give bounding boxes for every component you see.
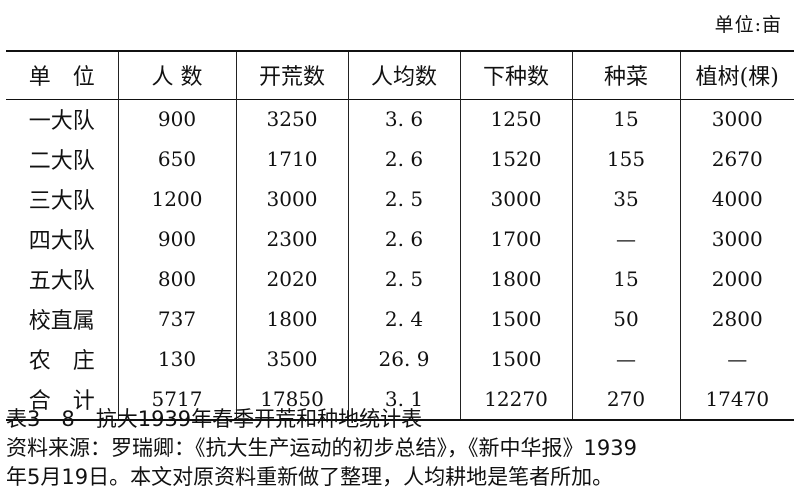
cell-vegetables: — xyxy=(571,219,680,260)
cell-unit: 四大队 xyxy=(28,229,95,255)
cell-reclaimed: 17850 xyxy=(235,378,348,420)
cell-per-capita: 2. 5 xyxy=(347,179,460,220)
source-note-line-2: 年5月19日。本文对原资料重新做了整理，人均耕地是笔者所加。 xyxy=(6,465,614,489)
cell-trees: — xyxy=(679,338,794,379)
cell-trees: 2800 xyxy=(679,298,794,339)
table-body: 一大队 900 3250 3. 6 1250 15 3000 二大队 650 1710 2. 6 15… xyxy=(6,99,794,420)
cell-trees: 2000 xyxy=(679,259,794,299)
cell-sown: 1500 xyxy=(459,338,572,379)
cell-sown: 1700 xyxy=(459,219,572,260)
table-row: 校直属 737 1800 2. 4 1500 50 2800 xyxy=(6,298,794,339)
table-row: 二大队 650 1710 2. 6 1520 155 2670 xyxy=(6,139,794,180)
header-unit: 单 位 xyxy=(28,65,95,91)
cell-unit: 校直属 xyxy=(28,308,95,334)
source-note-line-1: 资料来源：罗瑞卿：《抗大生产运动的初步总结》，《新中华报》1939 xyxy=(6,436,637,460)
cell-reclaimed: 2300 xyxy=(235,219,348,260)
cell-per-capita: 2. 4 xyxy=(347,298,460,339)
cell-reclaimed: 3250 xyxy=(235,99,348,140)
header-row: 单 位 人 数 开荒数 人均数 下种数 种菜 植树(棵) xyxy=(6,51,794,99)
cell-unit: 五大队 xyxy=(28,269,95,294)
cell-vegetables: 270 xyxy=(571,378,680,420)
header-sown: 下种数 xyxy=(459,51,572,99)
cell-population: 650 xyxy=(117,139,236,180)
cell-reclaimed: 1800 xyxy=(235,298,348,339)
cell-vegetables: 15 xyxy=(571,259,680,299)
cell-trees: 3000 xyxy=(679,219,794,260)
cell-reclaimed: 3000 xyxy=(235,179,348,220)
table-title: 表3—8 抗大1939年春季开荒和种地统计表 xyxy=(6,407,423,431)
cell-vegetables: — xyxy=(571,338,680,379)
table-row: 农 庄 130 3500 26. 9 1500— — xyxy=(6,338,794,379)
cell-per-capita: 3. 1 xyxy=(347,378,460,420)
table-header: 单 位 人 数 开荒数 人均数 下种数 种菜 植树(棵) xyxy=(6,51,794,99)
cell-sown: 3000 xyxy=(459,179,572,220)
cell-population: 1200 xyxy=(117,179,236,220)
cell-population: 130 xyxy=(117,338,236,379)
header-population: 人 数 xyxy=(117,51,236,99)
cell-trees: 17470 xyxy=(679,378,794,420)
cell-population: 800 xyxy=(117,259,236,299)
table-row: 五大队 800 2020 2. 5 1800 15 2000 xyxy=(6,259,794,299)
statistics-table-container: 单 位 人 数 开荒数 人均数 下种数 种菜 植树(棵) 一大队 900 3250 3… xyxy=(6,50,794,421)
cell-sown: 1500 xyxy=(459,298,572,339)
statistics-table: 单 位 人 数 开荒数 人均数 下种数 种菜 植树(棵) 一大队 900 3250 3… xyxy=(6,50,794,421)
table-row: 一大队 900 3250 3. 6 1250 15 3000 xyxy=(6,99,794,140)
cell-sown: 12270 xyxy=(459,378,572,420)
cell-vegetables: 50 xyxy=(571,298,680,339)
cell-reclaimed: 3500 xyxy=(235,338,348,379)
cell-reclaimed: 2020 xyxy=(235,259,348,299)
cell-unit: 一大队 xyxy=(28,109,95,135)
cell-per-capita: 2. 6 xyxy=(347,139,460,180)
cell-unit: 农 庄 xyxy=(28,348,95,374)
table-row: 三大队 1200 3000 2. 5 3000 35 4000 xyxy=(6,179,794,220)
cell-sown: 1800 xyxy=(459,259,572,299)
cell-population: 737 xyxy=(117,298,236,339)
cell-vegetables: 155 xyxy=(571,139,680,180)
unit-note: 单位:亩 xyxy=(714,14,782,36)
cell-sown: 1250 xyxy=(459,99,572,140)
header-reclaimed: 开荒数 xyxy=(235,51,348,99)
cell-per-capita: 3. 6 xyxy=(347,99,460,140)
cell-trees: 4000 xyxy=(679,179,794,220)
table-row: 合 计 5717 17850 3. 1 12270 270 17470 xyxy=(6,378,794,420)
cell-unit: 三大队 xyxy=(28,189,95,215)
header-trees: 植树(棵) xyxy=(679,51,794,99)
cell-per-capita: 2. 6 xyxy=(347,219,460,260)
header-vegetables: 种菜 xyxy=(571,51,680,99)
header-per-capita: 人均数 xyxy=(347,51,460,99)
cell-unit: 合 计 xyxy=(28,388,95,414)
cell-sown: 1520 xyxy=(459,139,572,180)
cell-per-capita: 2. 5 xyxy=(347,259,460,299)
cell-vegetables: 15 xyxy=(571,99,680,140)
cell-per-capita: 26. 9 xyxy=(347,338,460,379)
table-row: 四大队 900 2300 2. 6 1700—3000 xyxy=(6,219,794,260)
cell-population: 900 xyxy=(117,99,236,140)
cell-vegetables: 35 xyxy=(571,179,680,220)
cell-trees: 3000 xyxy=(679,99,794,140)
cell-population: 900 xyxy=(117,219,236,260)
cell-unit: 二大队 xyxy=(28,149,95,175)
cell-trees: 2670 xyxy=(679,139,794,180)
cell-population: 5717 xyxy=(117,378,236,420)
cell-reclaimed: 1710 xyxy=(235,139,348,180)
